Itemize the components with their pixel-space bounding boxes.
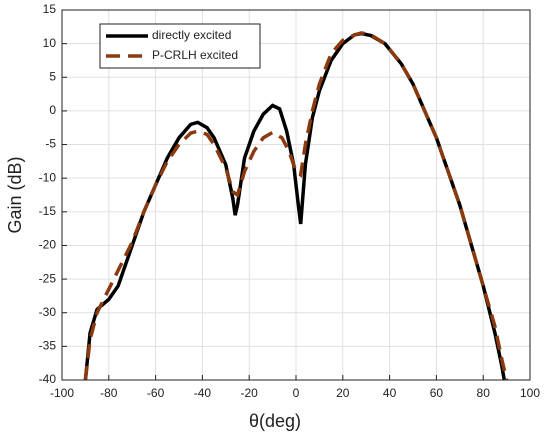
x-tick-label: -100 bbox=[50, 386, 74, 400]
x-tick-label: 0 bbox=[293, 386, 300, 400]
x-tick-label: -40 bbox=[194, 386, 212, 400]
x-tick-label: 20 bbox=[336, 386, 350, 400]
x-tick-label: 80 bbox=[477, 386, 491, 400]
y-tick-label: -5 bbox=[45, 137, 56, 151]
series-line bbox=[83, 31, 506, 380]
x-tick-label: 40 bbox=[383, 386, 397, 400]
x-tick-label: 60 bbox=[430, 386, 444, 400]
x-axis-label: θ(deg) bbox=[249, 411, 301, 431]
series-line bbox=[83, 31, 509, 380]
y-tick-label: 10 bbox=[43, 36, 57, 50]
y-tick-label: 5 bbox=[49, 69, 56, 83]
y-tick-label: -35 bbox=[39, 339, 57, 353]
y-tick-label: -30 bbox=[39, 305, 57, 319]
y-tick-label: -15 bbox=[39, 204, 57, 218]
y-tick-label: -25 bbox=[39, 271, 57, 285]
y-tick-label: -20 bbox=[39, 238, 57, 252]
legend-label: P-CRLH excited bbox=[152, 48, 238, 62]
x-tick-label: -80 bbox=[100, 386, 118, 400]
legend-box bbox=[99, 23, 261, 69]
y-tick-label: -10 bbox=[39, 170, 57, 184]
x-tick-label: -20 bbox=[241, 386, 259, 400]
plot-frame bbox=[61, 9, 531, 381]
legend-label: directly excited bbox=[152, 28, 231, 42]
x-tick-label: -60 bbox=[147, 386, 165, 400]
x-tick-label: 100 bbox=[520, 386, 540, 400]
y-tick-label: 15 bbox=[43, 2, 57, 16]
y-axis-label: Gain (dB) bbox=[5, 156, 25, 233]
y-tick-label: 0 bbox=[49, 103, 56, 117]
y-tick-label: -40 bbox=[39, 372, 57, 386]
